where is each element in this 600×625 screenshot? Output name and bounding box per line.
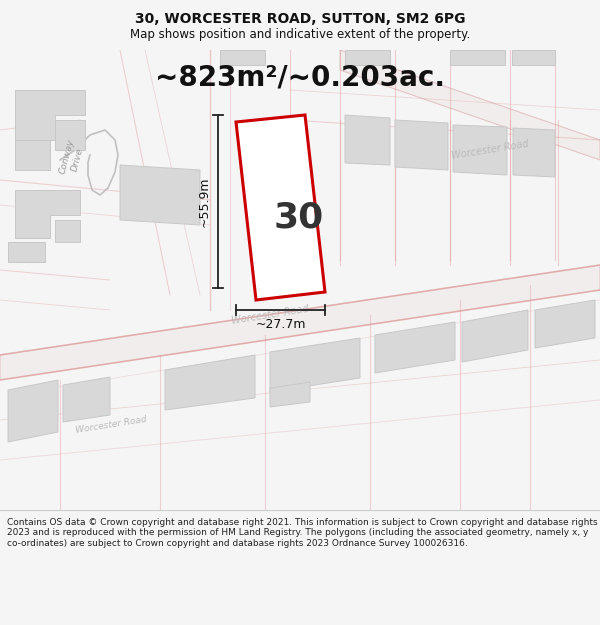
Polygon shape (15, 90, 85, 140)
Polygon shape (220, 50, 265, 65)
Polygon shape (165, 355, 255, 410)
Polygon shape (462, 310, 528, 362)
Polygon shape (535, 300, 595, 348)
Polygon shape (340, 50, 600, 160)
Polygon shape (453, 125, 507, 175)
Polygon shape (375, 322, 455, 373)
Text: ~55.9m: ~55.9m (197, 176, 211, 227)
Polygon shape (236, 115, 325, 300)
Text: Worcester Road: Worcester Road (451, 139, 529, 161)
Text: ~823m²/~0.203ac.: ~823m²/~0.203ac. (155, 64, 445, 92)
Polygon shape (63, 377, 110, 422)
Polygon shape (450, 50, 505, 65)
Text: Map shows position and indicative extent of the property.: Map shows position and indicative extent… (130, 28, 470, 41)
Polygon shape (512, 50, 555, 65)
Text: Worcester Road: Worcester Road (230, 304, 310, 326)
Text: 30: 30 (274, 200, 323, 234)
Polygon shape (0, 265, 600, 380)
Text: Contains OS data © Crown copyright and database right 2021. This information is : Contains OS data © Crown copyright and d… (7, 518, 598, 548)
Polygon shape (345, 115, 390, 165)
Polygon shape (270, 338, 360, 392)
Text: Conway
Drive: Conway Drive (58, 138, 86, 178)
Polygon shape (513, 128, 555, 177)
Polygon shape (270, 382, 310, 407)
Polygon shape (345, 50, 390, 65)
Polygon shape (8, 242, 45, 262)
Polygon shape (120, 165, 200, 225)
Polygon shape (55, 120, 85, 150)
Polygon shape (15, 190, 80, 238)
Text: ~27.7m: ~27.7m (255, 319, 306, 331)
Text: 30, WORCESTER ROAD, SUTTON, SM2 6PG: 30, WORCESTER ROAD, SUTTON, SM2 6PG (135, 12, 465, 26)
Polygon shape (55, 220, 80, 242)
Polygon shape (395, 120, 448, 170)
Polygon shape (15, 140, 50, 170)
Polygon shape (8, 380, 58, 442)
Text: Worcester Road: Worcester Road (75, 415, 148, 435)
